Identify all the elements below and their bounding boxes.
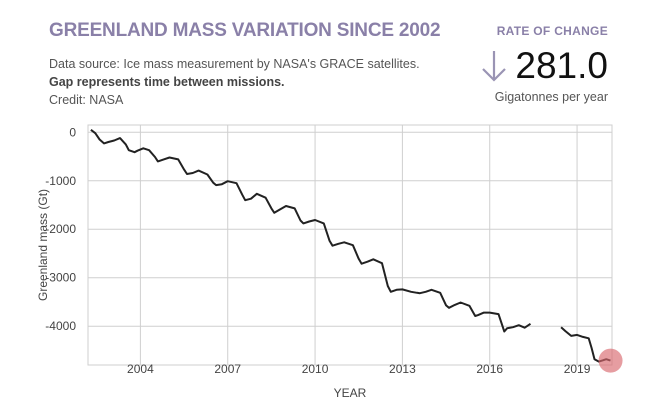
x-axis-title: YEAR — [334, 386, 367, 400]
y-tick-label: -2000 — [45, 222, 76, 236]
x-axis-ticks: 2004 2007 2010 2013 2016 2019 — [127, 362, 591, 376]
x-tick-label: 2007 — [214, 362, 241, 376]
rate-of-change-label: RATE OF CHANGE — [496, 24, 608, 38]
x-tick-label: 2013 — [389, 362, 416, 376]
latest-value-marker-group — [598, 348, 623, 373]
rate-unit: Gigatonnes per year — [494, 90, 608, 104]
series-line — [90, 129, 532, 333]
y-tick-label: 0 — [69, 125, 76, 139]
y-tick-label: -1000 — [45, 174, 76, 188]
latest-value-marker — [598, 348, 623, 373]
gap-note-text: Gap represents time between missions. — [49, 75, 285, 89]
arrow-down-icon — [482, 51, 507, 82]
rate-of-change-readout: 281.0 — [481, 46, 608, 86]
x-tick-label: 2010 — [302, 362, 329, 376]
chart-grid — [87, 124, 613, 366]
y-tick-label: -3000 — [45, 271, 76, 285]
y-axis-ticks: 0 -1000 -2000 -3000 -4000 — [45, 125, 76, 333]
chart-title: GREENLAND MASS VARIATION SINCE 2002 — [49, 20, 441, 41]
data-source-text: Data source: Ice mass measurement by NAS… — [49, 57, 420, 71]
plot-frame — [87, 124, 613, 366]
y-tick-label: -4000 — [45, 319, 76, 333]
y-axis-title: Greenland mass (Gt) — [36, 189, 50, 301]
x-tick-label: 2019 — [564, 362, 591, 376]
credit-text: Credit: NASA — [49, 93, 124, 107]
x-tick-label: 2004 — [127, 362, 154, 376]
rate-value: 281.0 — [515, 45, 608, 86]
x-tick-label: 2016 — [476, 362, 503, 376]
series-lines — [90, 129, 611, 363]
